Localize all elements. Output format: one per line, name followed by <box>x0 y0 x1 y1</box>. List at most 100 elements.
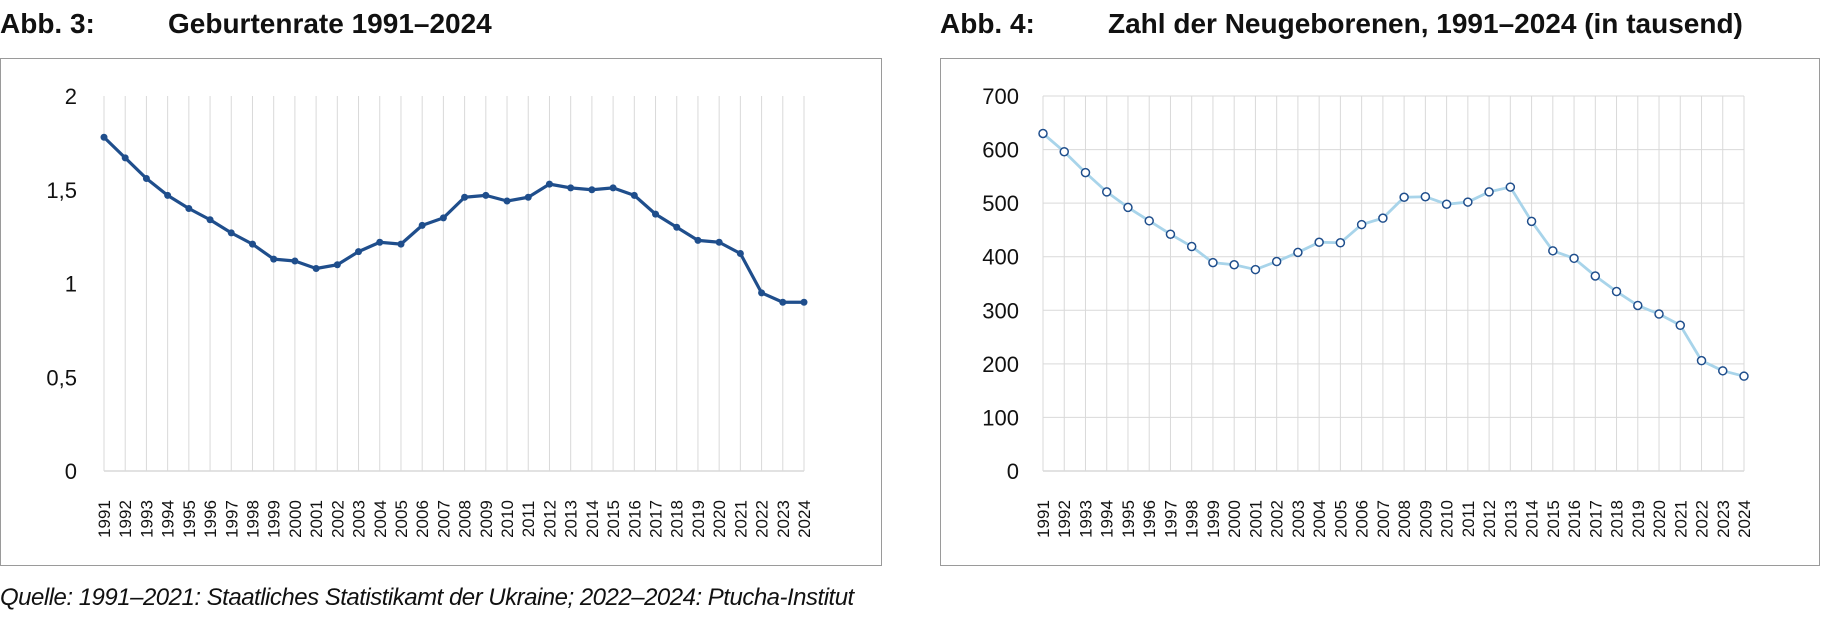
x-tick-label: 1993 <box>137 500 156 538</box>
x-tick-label: 2004 <box>1310 500 1329 538</box>
data-point <box>1611 286 1622 297</box>
data-point <box>800 298 808 306</box>
x-tick-label: 1996 <box>201 500 220 538</box>
data-point <box>1038 128 1048 139</box>
y-tick-label: 1,5 <box>46 178 77 203</box>
y-tick-label: 300 <box>982 298 1019 323</box>
x-tick-label: 1994 <box>1098 500 1117 538</box>
x-tick-label: 2017 <box>1586 500 1605 538</box>
y-tick-label: 100 <box>982 405 1019 430</box>
x-tick-label: 2015 <box>1544 500 1563 538</box>
data-point <box>630 191 638 199</box>
data-point <box>1548 246 1558 256</box>
x-tick-label: 1997 <box>1161 500 1180 538</box>
x-tick-label: 2015 <box>604 500 623 538</box>
y-tick-label: 500 <box>982 191 1019 216</box>
x-tick-label: 2022 <box>753 500 772 538</box>
y-tick-label: 400 <box>982 245 1019 270</box>
data-point <box>1569 253 1579 264</box>
data-point <box>673 223 681 231</box>
data-point <box>588 186 596 194</box>
x-tick-label: 1998 <box>1183 500 1202 538</box>
x-tick-label: 2000 <box>286 500 305 538</box>
data-point <box>1293 247 1303 258</box>
data-point <box>1314 237 1324 247</box>
series-line <box>102 136 804 304</box>
data-point <box>1335 238 1346 248</box>
data-point <box>758 289 766 297</box>
x-tick-label: 2013 <box>1501 500 1520 538</box>
series-line <box>1042 132 1745 378</box>
x-tick-label: 1999 <box>1204 500 1223 538</box>
x-tick-label: 2007 <box>1374 500 1393 538</box>
data-point <box>1633 300 1643 311</box>
x-tick-label: 2021 <box>731 500 750 538</box>
data-point <box>652 210 660 218</box>
data-point <box>1420 191 1431 202</box>
data-point <box>376 238 384 246</box>
x-tick-label: 2013 <box>562 500 581 538</box>
x-tick-label: 2002 <box>1268 500 1287 538</box>
data-point <box>100 133 108 141</box>
x-tick-label: 1991 <box>95 500 114 538</box>
figure-3-heading: Abb. 3: Geburtenrate 1991–2024 <box>0 8 492 40</box>
data-point <box>1399 192 1409 202</box>
data-point <box>1101 187 1112 197</box>
figure-4-label: Abb. 4: <box>940 8 1035 39</box>
data-point <box>1271 256 1282 267</box>
x-tick-label: 2003 <box>1289 500 1308 538</box>
data-point <box>1718 366 1728 376</box>
data-point <box>164 191 172 199</box>
x-tick-label: 1997 <box>222 500 241 538</box>
data-point <box>482 191 490 199</box>
data-point <box>291 257 299 265</box>
x-tick-label: 2024 <box>795 500 814 538</box>
y-tick-label: 700 <box>982 84 1019 109</box>
x-tick-label: 2001 <box>307 500 326 538</box>
x-tick-label: 2021 <box>1671 500 1690 538</box>
data-point <box>1696 355 1707 366</box>
x-tick-label: 2009 <box>1416 500 1435 538</box>
x-tick-label: 2009 <box>477 500 496 538</box>
data-point <box>694 236 702 244</box>
x-tick-label: 2014 <box>1523 500 1542 538</box>
birth-rate-chart-frame: 0 0,5 1 1,5 2 1991 1992 1993 1994 1995 1996 1997 199… <box>0 58 882 566</box>
y-tick-label: 600 <box>982 138 1019 163</box>
x-tick-label: 2016 <box>1565 500 1584 538</box>
data-point <box>1250 264 1261 275</box>
data-point <box>1165 229 1176 239</box>
y-tick-label: 0 <box>65 459 77 484</box>
data-point <box>142 175 150 182</box>
data-point <box>355 248 363 256</box>
figure-4-heading: Abb. 4: Zahl der Neugeborenen, 1991–2024… <box>940 8 1743 40</box>
data-point <box>418 221 426 229</box>
x-tick-label: 2014 <box>583 500 602 538</box>
x-tick-label: 1992 <box>1055 500 1074 538</box>
x-tick-label: 2017 <box>647 500 666 538</box>
data-point <box>715 238 723 246</box>
x-tick-label: 2002 <box>328 500 347 538</box>
y-tick-label: 2 <box>65 84 77 109</box>
x-tick-label: 2007 <box>434 500 453 538</box>
data-point <box>185 205 193 212</box>
data-point <box>567 184 575 192</box>
x-tick-label: 2005 <box>392 500 411 538</box>
x-tick-label: 1993 <box>1076 500 1095 538</box>
data-point <box>1123 202 1133 213</box>
x-tick-label: 2001 <box>1246 500 1265 538</box>
data-point <box>1441 199 1452 209</box>
source-note: Quelle: 1991–2021: Staatliches Statistik… <box>0 584 854 611</box>
x-tick-label: 2005 <box>1331 500 1350 538</box>
data-point <box>1144 216 1154 226</box>
x-tick-label: 2006 <box>413 500 432 538</box>
x-tick-label: 2011 <box>1459 501 1478 538</box>
data-point <box>1505 182 1516 192</box>
x-tick-label: 2012 <box>540 500 559 538</box>
x-tick-label: 2016 <box>625 500 644 538</box>
data-point <box>270 255 278 263</box>
x-tick-label: 2022 <box>1693 500 1712 538</box>
x-tick-label: 2018 <box>668 500 687 538</box>
x-tick-label: 1999 <box>265 500 284 538</box>
